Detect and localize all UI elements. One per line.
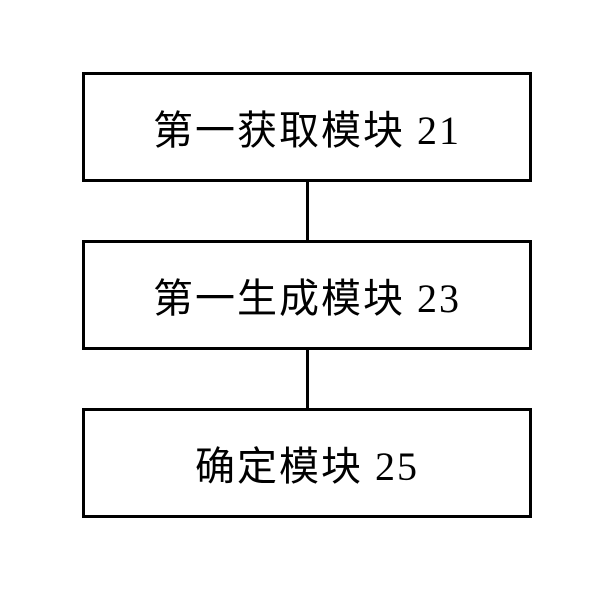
flowchart-container: 第一获取模块 21 第一生成模块 23 确定模块 25 [82, 72, 532, 518]
flowchart-node-2: 第一生成模块 23 [82, 240, 532, 350]
node-label: 第一获取模块 21 [153, 98, 461, 156]
flowchart-node-3: 确定模块 25 [82, 408, 532, 518]
flowchart-connector [306, 182, 309, 240]
node-label: 第一生成模块 23 [153, 266, 461, 324]
flowchart-node-1: 第一获取模块 21 [82, 72, 532, 182]
flowchart-connector [306, 350, 309, 408]
node-label: 确定模块 25 [195, 434, 419, 492]
